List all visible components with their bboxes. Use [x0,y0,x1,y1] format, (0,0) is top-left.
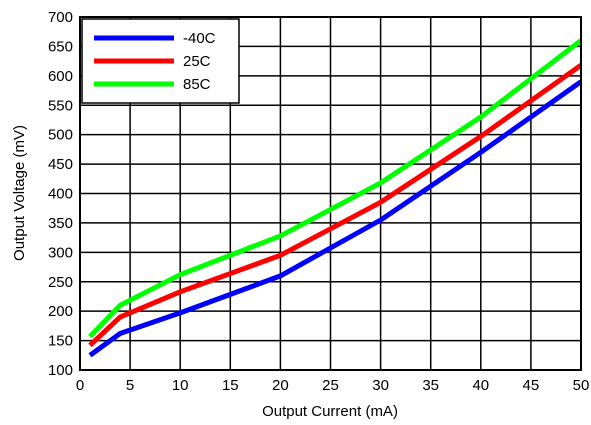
y-tick-label: 250 [48,274,73,291]
x-tick-label: 5 [126,377,134,394]
y-tick-label: 600 [48,68,73,85]
x-tick-label: 40 [472,377,489,394]
y-tick-label: 450 [48,156,73,173]
x-tick-label: 50 [573,377,590,394]
series-line-1 [88,79,583,358]
y-tick-label: 150 [48,333,73,350]
x-axis-title: Output Current (mA) [262,403,398,420]
legend-label: 25C [183,53,211,70]
series-lines [88,38,583,358]
y-tick-label: 650 [48,38,73,55]
x-tick-label: 30 [372,377,389,394]
legend-label: -40C [183,30,216,47]
y-tick-label: 350 [48,215,73,232]
x-tick-label: 15 [222,377,239,394]
y-tick-label: 300 [48,244,73,261]
x-tick-label: 20 [272,377,289,394]
x-tick-label: 45 [523,377,540,394]
x-tick-label: 10 [172,377,189,394]
y-tick-label: 200 [48,303,73,320]
series-line-2 [88,63,583,348]
series-line-3 [88,38,583,339]
tick-labels: 0 5 10 15 20 25 30 35 40 45 50 100 150 200 250 300 350 40… [48,9,589,394]
y-axis-title: Output Voltage (mV) [11,125,28,261]
x-tick-label: 0 [76,377,84,394]
y-tick-label: 500 [48,127,73,144]
legend-label: 85C [183,76,211,93]
x-tick-label: 35 [422,377,439,394]
x-tick-label: 25 [322,377,339,394]
y-tick-label: 700 [48,9,73,26]
y-tick-label: 400 [48,186,73,203]
y-tick-label: 100 [48,362,73,379]
legend: -40C 25C 85C [81,18,240,104]
y-tick-label: 550 [48,97,73,114]
plot-frame [79,16,582,371]
